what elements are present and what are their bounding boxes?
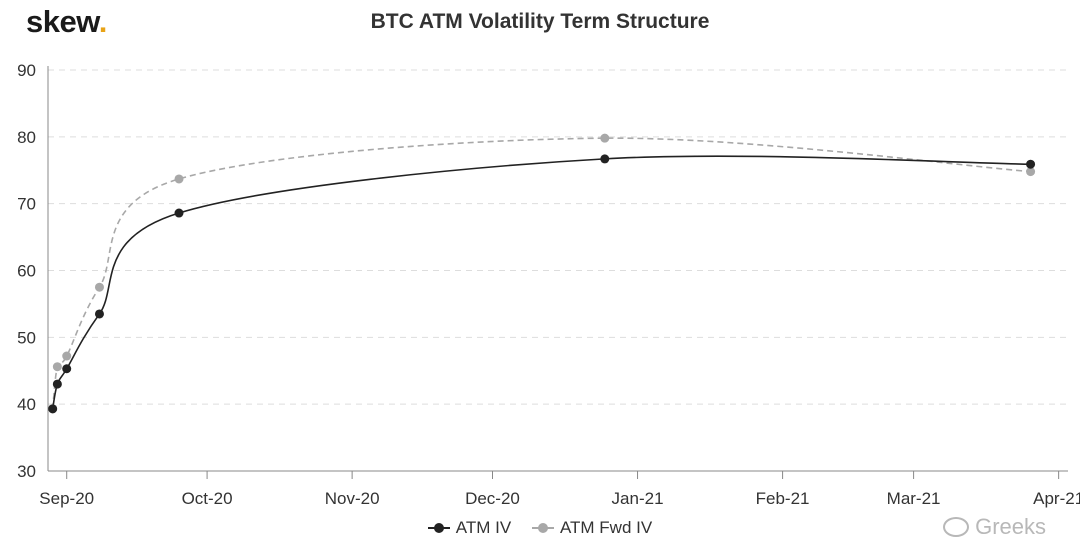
logo-dot: .	[98, 4, 108, 39]
legend-label-atm-iv: ATM IV	[455, 518, 512, 537]
data-point-atm-iv[interactable]	[1026, 159, 1036, 169]
legend-swatch-atm-fwd-iv	[531, 523, 554, 533]
y-tick-label: 50	[17, 328, 36, 347]
y-tick-label: 30	[17, 462, 36, 481]
series-line-atm-fwd-iv	[51, 137, 1031, 409]
legend-item-atm-fwd-iv[interactable]: ATM Fwd IV	[531, 518, 653, 538]
data-point-atm-fwd-iv[interactable]	[174, 174, 184, 184]
y-tick-label: 60	[17, 262, 36, 281]
data-point-atm-iv[interactable]	[94, 309, 104, 319]
data-point-atm-fwd-iv[interactable]	[600, 133, 610, 143]
y-axis-ticks: 30 40 50 60 70 80 90	[17, 61, 36, 481]
x-tick-label: Dec-20	[465, 489, 520, 508]
data-point-atm-iv[interactable]	[62, 364, 72, 374]
x-tick-label: Mar-21	[887, 489, 941, 508]
wechat-icon	[943, 517, 970, 537]
x-tick-label: Sep-20	[39, 489, 94, 508]
y-tick-label: 40	[17, 395, 36, 414]
legend-swatch-atm-iv	[427, 523, 450, 533]
legend-item-atm-iv[interactable]: ATM IV	[427, 518, 512, 538]
y-tick-label: 80	[17, 128, 36, 147]
logo-text: skew	[26, 4, 99, 39]
y-tick-label: 90	[17, 61, 36, 80]
x-tick-label: Nov-20	[325, 489, 380, 508]
gridlines	[48, 69, 1068, 405]
skew-logo: skew.	[26, 4, 107, 40]
data-point-atm-iv[interactable]	[600, 154, 610, 164]
x-tick-label: Apr-21	[1033, 489, 1080, 508]
data-point-atm-fwd-iv[interactable]	[62, 351, 72, 361]
y-tick-label: 70	[17, 195, 36, 214]
x-tick-label: Oct-20	[182, 489, 233, 508]
series-points	[48, 133, 1036, 414]
legend: ATM IV ATM Fwd IV	[0, 518, 1080, 538]
chart-title: BTC ATM Volatility Term Structure	[370, 10, 710, 33]
x-tick-label: Jan-21	[612, 489, 664, 508]
watermark: Greeks	[943, 514, 1046, 540]
x-tick-label: Feb-21	[756, 489, 810, 508]
axes	[47, 66, 1068, 472]
series-line-atm-iv	[51, 155, 1031, 409]
watermark-text: Greeks	[975, 514, 1046, 539]
data-point-atm-iv[interactable]	[52, 379, 62, 389]
data-point-atm-iv[interactable]	[48, 404, 58, 414]
data-point-atm-fwd-iv[interactable]	[52, 362, 62, 372]
legend-label-atm-fwd-iv: ATM Fwd IV	[559, 518, 653, 537]
data-point-atm-iv[interactable]	[174, 208, 184, 218]
data-point-atm-fwd-iv[interactable]	[94, 282, 104, 292]
x-axis-ticks: Sep-20 Oct-20 Nov-20 Dec-20 Jan-21 Feb-21 Mar-…	[39, 471, 1080, 508]
series-lines	[51, 137, 1031, 409]
data-point-atm-fwd-iv[interactable]	[1026, 167, 1036, 177]
